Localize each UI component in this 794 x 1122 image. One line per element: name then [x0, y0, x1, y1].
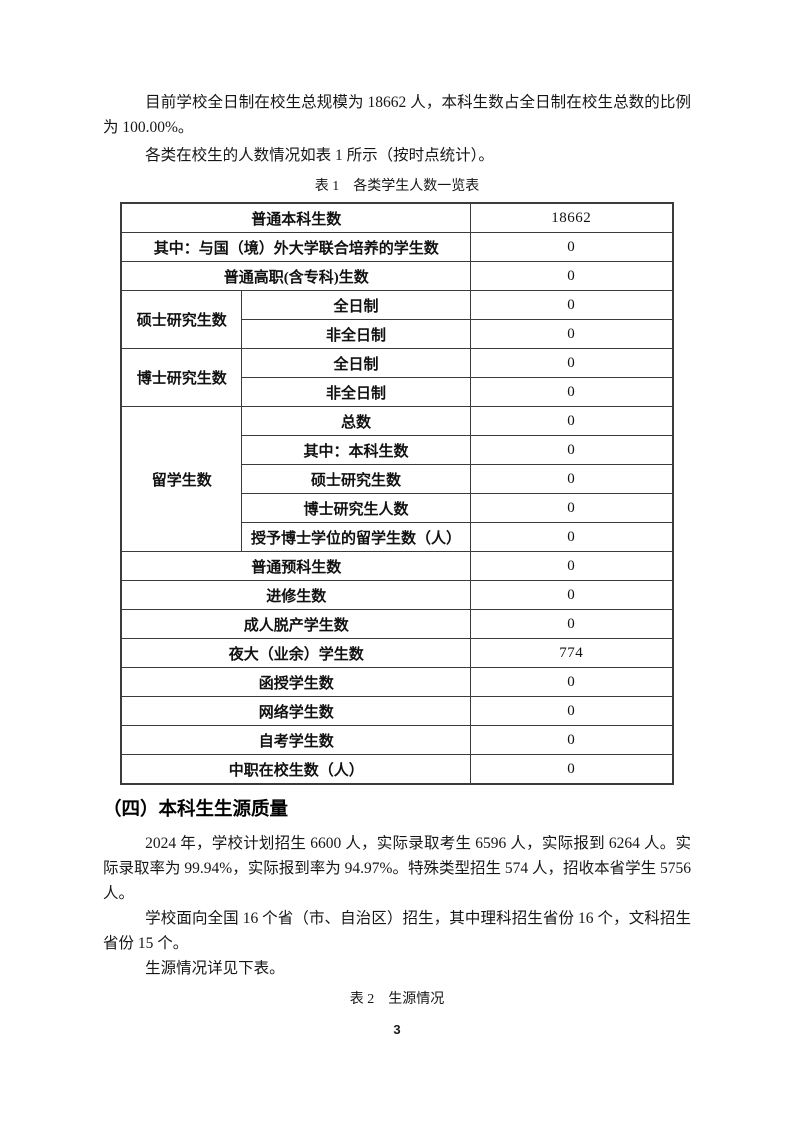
row-label: 博士研究生人数	[240, 493, 472, 523]
row-label: 普通高职(含专科)生数	[120, 261, 472, 291]
row-label: 其中：与国（境）外大学联合培养的学生数	[120, 232, 472, 262]
table1-caption: 表 1 各类学生人数一览表	[314, 179, 480, 194]
row-value: 0	[470, 493, 673, 523]
row-value: 0	[470, 464, 673, 494]
row-label: 普通本科生数	[120, 202, 472, 233]
row-value: 0	[470, 319, 673, 349]
table-row: 非全日制 0	[121, 319, 673, 349]
students-count-table: 普通本科生数 18662 其中：与国（境）外大学联合培养的学生数 0 普通高职(…	[120, 202, 674, 785]
row-value: 0	[470, 551, 673, 581]
row-value: 0	[470, 754, 673, 785]
row-value: 0	[470, 667, 673, 697]
table-row: 博士研究生数 全日制 0	[120, 348, 673, 407]
row-label: 其中：本科生数	[240, 435, 472, 465]
row-label: 全日制	[240, 290, 472, 320]
row-label: 授予博士学位的留学生数（人）	[240, 522, 472, 552]
row-value: 0	[470, 522, 673, 552]
row-label: 进修生数	[120, 580, 472, 610]
table-row: 网络学生数 0	[120, 696, 673, 726]
paragraph-table2-intro: 生源情况详见下表。	[145, 960, 285, 977]
page-content: 目前学校全日制在校生总规模为 18662 人，本科生数占全日制在校生总数的比例为…	[103, 94, 691, 1011]
row-label: 总数	[240, 406, 472, 436]
row-value: 0	[470, 406, 673, 436]
table-row: 自考学生数 0	[120, 725, 673, 755]
table-row: 留学生数 总数 0	[120, 406, 673, 552]
section-heading: （四）本科生生源质量	[103, 798, 289, 819]
row-label: 普通预科生数	[120, 551, 472, 581]
table-row: 普通本科生数 18662	[120, 202, 673, 233]
row-value: 774	[470, 638, 673, 668]
section-quality: （四）本科生生源质量 2024 年，学校计划招生 6600 人，实际录取考生 6…	[103, 795, 691, 1011]
row-value: 0	[470, 348, 673, 378]
table-row: 博士研究生人数 0	[121, 493, 673, 523]
row-group-label: 博士研究生数	[120, 348, 242, 407]
row-group-label: 留学生数	[120, 406, 242, 552]
row-label: 非全日制	[240, 319, 472, 349]
row-value: 0	[470, 435, 673, 465]
row-value: 0	[470, 580, 673, 610]
paragraph-admission-stats: 2024 年，学校计划招生 6600 人，实际录取考生 6596 人，实际报到 …	[103, 835, 691, 902]
row-label: 夜大（业余）学生数	[120, 638, 472, 668]
table-row: 进修生数 0	[120, 580, 673, 610]
paragraph-table1-intro: 各类在校生的人数情况如表 1 所示（按时点统计）。	[145, 147, 494, 164]
table-row: 普通预科生数 0	[120, 551, 673, 581]
row-label: 非全日制	[240, 377, 472, 407]
table-row: 硕士研究生数 全日制 0	[120, 290, 673, 349]
row-label: 中职在校生数（人）	[120, 754, 472, 785]
row-label: 自考学生数	[120, 725, 472, 755]
table-row: 函授学生数 0	[120, 667, 673, 697]
table-row: 其中：本科生数 0	[121, 435, 673, 465]
row-value: 0	[470, 725, 673, 755]
row-label: 硕士研究生数	[240, 464, 472, 494]
table-row: 普通高职(含专科)生数 0	[120, 261, 673, 291]
row-value: 0	[470, 290, 673, 320]
table2-caption: 表 2 生源情况	[349, 992, 445, 1007]
row-value: 0	[470, 232, 673, 262]
table-row: 中职在校生数（人） 0	[120, 754, 673, 785]
table-row: 成人脱产学生数 0	[120, 609, 673, 639]
row-label: 网络学生数	[120, 696, 472, 726]
table-row: 其中：与国（境）外大学联合培养的学生数 0	[120, 232, 673, 262]
row-group-label: 硕士研究生数	[120, 290, 242, 349]
row-value: 0	[470, 696, 673, 726]
row-label: 成人脱产学生数	[120, 609, 472, 639]
paragraph-enrollment-scale: 目前学校全日制在校生总规模为 18662 人，本科生数占全日制在校生总数的比例为…	[103, 94, 691, 136]
table-row: 夜大（业余）学生数 774	[120, 638, 673, 668]
row-label: 函授学生数	[120, 667, 472, 697]
row-value: 0	[470, 609, 673, 639]
row-label: 全日制	[240, 348, 472, 378]
row-value: 0	[470, 261, 673, 291]
page-number: 3	[393, 1022, 401, 1037]
row-value: 18662	[470, 202, 673, 233]
row-value: 0	[470, 377, 673, 407]
paragraph-provinces: 学校面向全国 16 个省（市、自治区）招生，其中理科招生省份 16 个，文科招生…	[103, 910, 691, 952]
